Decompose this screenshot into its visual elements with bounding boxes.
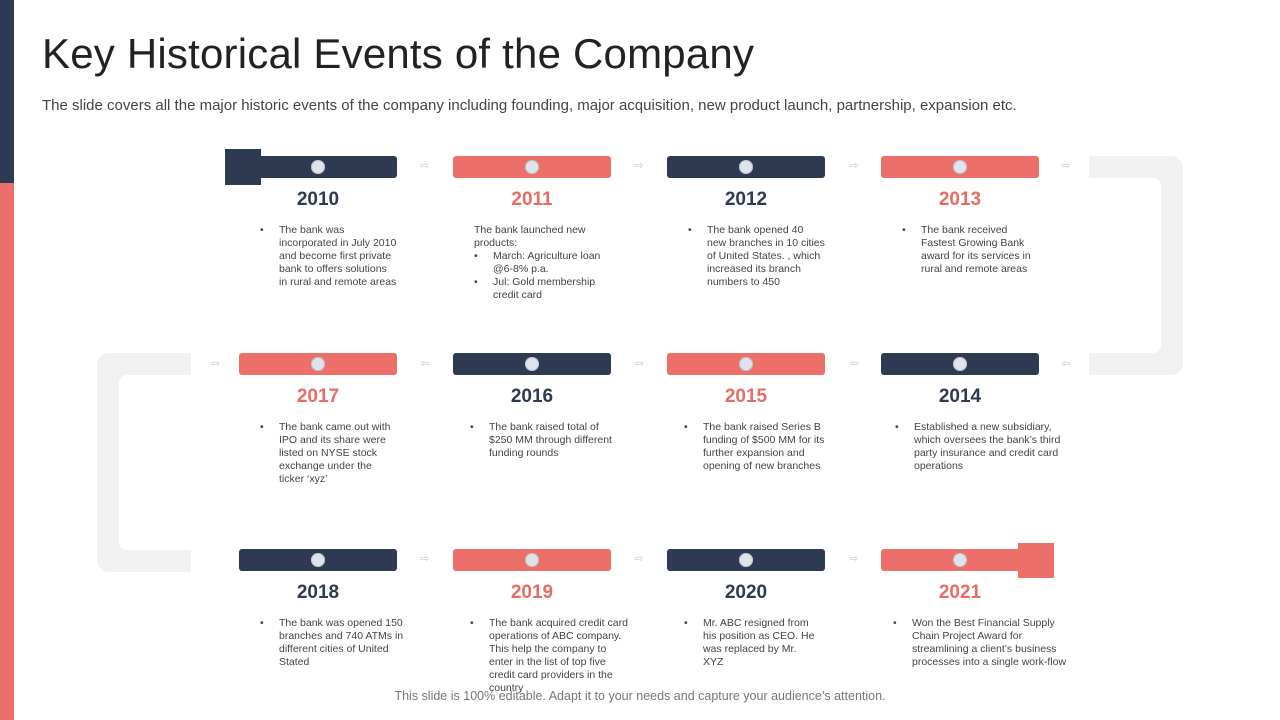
event-2018: 2018 The bank was opened 150 branches an… <box>239 549 403 669</box>
event-bullet: The bank came out with IPO and its share… <box>260 421 397 486</box>
timeline-bar <box>453 549 611 571</box>
timeline-dot <box>525 357 539 371</box>
event-2019: 2019 The bank acquired credit card opera… <box>453 549 628 695</box>
side-accent-red <box>0 183 14 720</box>
timeline-dot <box>525 160 539 174</box>
timeline-bar <box>667 549 825 571</box>
event-bullet: The bank raised total of $250 MM through… <box>470 421 623 460</box>
event-description: Established a new subsidiary, which over… <box>881 421 1061 473</box>
event-bullet: The bank was incorporated in July 2010 a… <box>260 224 397 289</box>
timeline-connector-left <box>97 353 191 572</box>
event-bullet: The bank acquired credit card operations… <box>470 617 628 695</box>
event-year: 2018 <box>296 582 340 603</box>
timeline-dot <box>953 160 967 174</box>
event-year: 2019 <box>510 582 554 603</box>
chevron-right-icon: ⇨ <box>420 553 430 565</box>
timeline-dot <box>739 160 753 174</box>
event-year: 2013 <box>938 189 982 210</box>
event-bullet: March: Agriculture loan @6-8% p.a. <box>474 250 611 276</box>
event-year: 2021 <box>938 582 982 603</box>
event-2014: 2014 Established a new subsidiary, which… <box>881 353 1060 473</box>
chevron-right-icon: ⇨ <box>1061 160 1071 172</box>
event-intro: The bank launched new products: <box>474 224 586 249</box>
event-2017: 2017 The bank came out with IPO and its … <box>239 353 397 486</box>
chevron-left-icon: ⇦ <box>420 358 430 370</box>
chevron-right-icon: ⇨ <box>849 553 859 565</box>
timeline-bar <box>881 353 1039 375</box>
timeline-dot <box>311 553 325 567</box>
event-year: 2011 <box>511 189 553 210</box>
event-2021: 2021 Won the Best Financial Supply Chain… <box>881 549 1066 669</box>
event-description: The bank launched new products: March: A… <box>453 224 611 302</box>
chevron-left-icon: ⇦ <box>1061 358 1071 370</box>
event-year: 2010 <box>296 189 340 210</box>
event-2015: 2015 The bank raised Series B funding of… <box>667 353 825 473</box>
event-description: The bank opened 40 new branches in 10 ci… <box>667 224 825 289</box>
chevron-right-icon: ⇨ <box>849 160 859 172</box>
timeline-bar <box>881 156 1039 178</box>
timeline-dot <box>739 357 753 371</box>
event-2016: 2016 The bank raised total of $250 MM th… <box>453 353 612 460</box>
timeline-dot <box>525 553 539 567</box>
event-description: The bank received Fastest Growing Bank a… <box>881 224 1039 276</box>
side-accent-dark <box>0 0 14 183</box>
chevron-left-icon: ⇦ <box>634 358 644 370</box>
slide-footer: This slide is 100% editable. Adapt it to… <box>394 689 886 703</box>
timeline-dot <box>311 357 325 371</box>
timeline-bar <box>239 549 397 571</box>
event-description: The bank came out with IPO and its share… <box>239 421 397 486</box>
chevron-right-icon: ⇨ <box>420 160 430 172</box>
timeline-bar <box>453 156 611 178</box>
event-description: The bank raised total of $250 MM through… <box>453 421 623 460</box>
event-2020: 2020 Mr. ABC resigned from his position … <box>667 549 825 669</box>
timeline-connector-right <box>1089 156 1183 375</box>
timeline-dot <box>311 160 325 174</box>
slide-subtitle: The slide covers all the major historic … <box>42 97 1017 114</box>
chevron-left-icon: ⇦ <box>849 358 859 370</box>
event-bullet: Won the Best Financial Supply Chain Proj… <box>893 617 1081 669</box>
timeline-bar <box>881 549 1039 571</box>
event-description: The bank was opened 150 branches and 740… <box>239 617 414 669</box>
timeline-dot <box>739 553 753 567</box>
event-2012: 2012 The bank opened 40 new branches in … <box>667 156 825 289</box>
timeline-bar <box>239 353 397 375</box>
chevron-left-icon: ⇦ <box>210 358 220 370</box>
event-bullet: Established a new subsidiary, which over… <box>895 421 1061 473</box>
event-year: 2015 <box>724 386 768 407</box>
timeline-bar <box>239 156 397 178</box>
event-description: Mr. ABC resigned from his position as CE… <box>667 617 817 669</box>
event-description: The bank acquired credit card operations… <box>453 617 628 695</box>
event-year: 2012 <box>724 189 768 210</box>
event-description: Won the Best Financial Supply Chain Proj… <box>881 617 1081 669</box>
event-year: 2020 <box>724 582 768 603</box>
event-year: 2016 <box>510 386 554 407</box>
timeline-bar <box>667 156 825 178</box>
event-description: The bank raised Series B funding of $500… <box>667 421 842 473</box>
timeline-bar <box>667 353 825 375</box>
slide-title: Key Historical Events of the Company <box>42 30 755 77</box>
event-bullet: Mr. ABC resigned from his position as CE… <box>684 617 817 669</box>
event-bullet: The bank raised Series B funding of $500… <box>684 421 842 473</box>
event-description: The bank was incorporated in July 2010 a… <box>239 224 397 289</box>
timeline-dot <box>953 357 967 371</box>
event-bullet: The bank opened 40 new branches in 10 ci… <box>688 224 825 289</box>
event-2013: 2013 The bank received Fastest Growing B… <box>881 156 1039 276</box>
chevron-right-icon: ⇨ <box>634 160 644 172</box>
timeline-dot <box>953 553 967 567</box>
event-year: 2014 <box>938 386 982 407</box>
event-2010: 2010 The bank was incorporated in July 2… <box>239 156 397 289</box>
event-bullet: The bank was opened 150 branches and 740… <box>260 617 414 669</box>
timeline-bar <box>453 353 611 375</box>
event-bullet: The bank received Fastest Growing Bank a… <box>902 224 1039 276</box>
event-year: 2017 <box>296 386 340 407</box>
chevron-right-icon: ⇨ <box>634 553 644 565</box>
event-bullet: Jul: Gold membership credit card <box>474 276 611 302</box>
event-2011: 2011 The bank launched new products: Mar… <box>453 156 611 302</box>
